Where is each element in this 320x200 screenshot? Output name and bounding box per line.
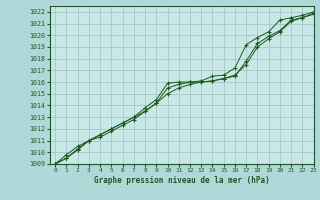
X-axis label: Graphe pression niveau de la mer (hPa): Graphe pression niveau de la mer (hPa)	[94, 176, 269, 185]
